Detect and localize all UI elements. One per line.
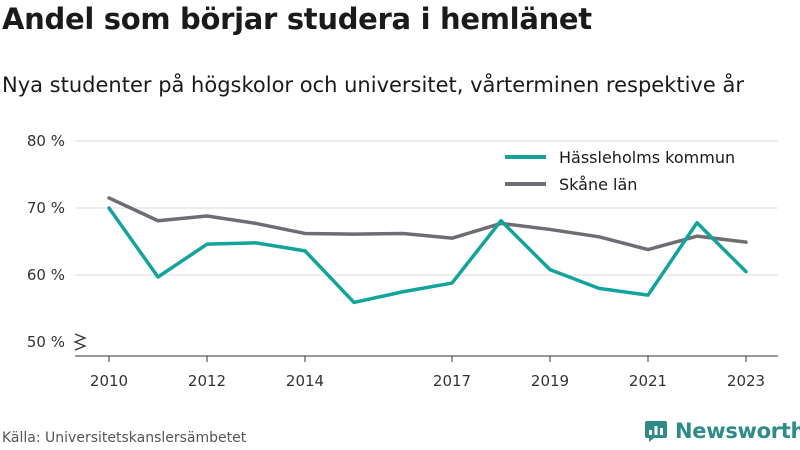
brand-logo: Newsworthy (644, 419, 800, 443)
y-tick-label-70: 70 % (27, 199, 65, 217)
x-tick-label-2021: 2021 (629, 372, 667, 390)
legend-label-hässleholms-kommun: Hässleholms kommun (559, 148, 735, 167)
legend: Hässleholms kommun Skåne län (505, 148, 735, 194)
y-tick-label-50: 50 % (27, 333, 65, 351)
legend-label-skåne-län: Skåne län (559, 175, 637, 194)
line-chart: 50 % 60 % 70 % 80 % 2010 2012 2014 2017 2019 202… (27, 132, 778, 390)
chart-subtitle: Nya studenter på högskolor och universit… (2, 73, 744, 97)
x-tick-label-2014: 2014 (286, 372, 324, 390)
y-tick-label-80: 80 % (27, 132, 65, 150)
x-tick-label-2010: 2010 (90, 372, 128, 390)
axis-break-icon (73, 333, 87, 351)
newsworthy-logo-icon (645, 421, 667, 442)
chart-title: Andel som börjar studera i hemlänet (2, 2, 592, 36)
source-note: Källa: Universitetskanslersämbetet (2, 430, 247, 446)
series-line-hässleholms-kommun (107, 206, 748, 305)
brand-name: Newsworthy (675, 419, 800, 443)
y-axis-ticks: 50 % 60 % 70 % 80 % (27, 132, 87, 351)
x-axis: 2010 2012 2014 2017 2019 2021 2023 (75, 355, 778, 390)
x-tick-label-2023: 2023 (727, 372, 765, 390)
y-tick-label-60: 60 % (27, 266, 65, 284)
series-line-skåne-län (107, 196, 748, 252)
x-tick-label-2017: 2017 (433, 372, 471, 390)
x-tick-label-2012: 2012 (188, 372, 226, 390)
series-lines (107, 196, 748, 305)
x-tick-label-2019: 2019 (531, 372, 569, 390)
